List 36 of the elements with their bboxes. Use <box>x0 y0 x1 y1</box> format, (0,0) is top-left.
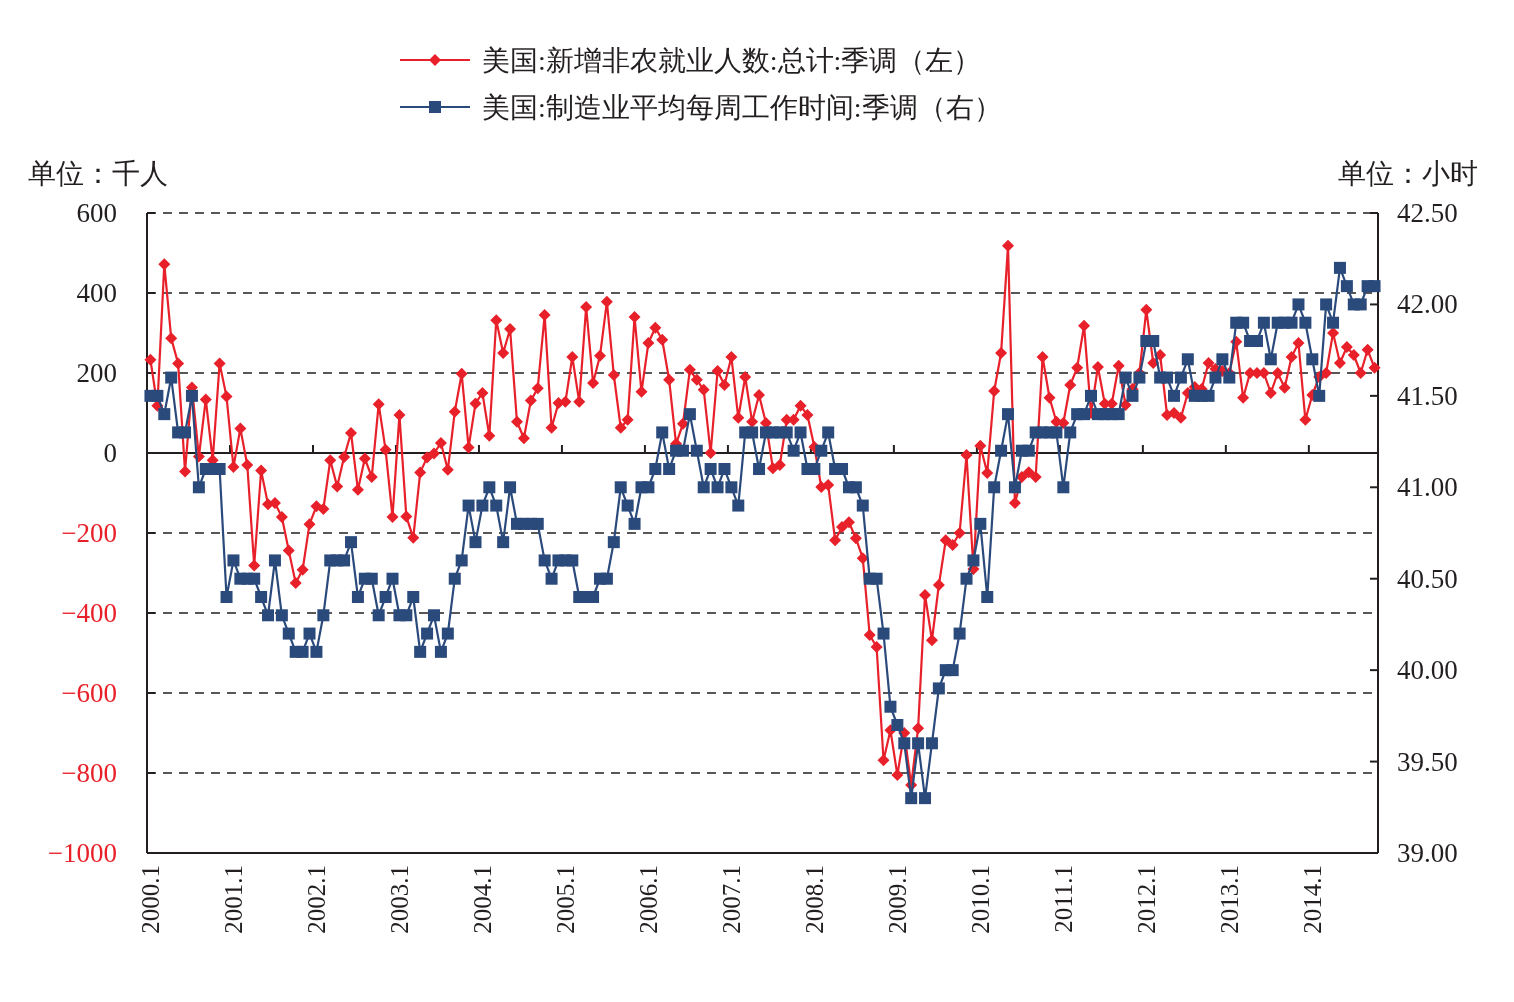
x-tick-label: 2012.1 <box>1132 865 1160 934</box>
y2-tick-label: 40.50 <box>1397 563 1458 594</box>
x-tick-label: 2006.1 <box>634 865 662 934</box>
y-axis-title: 单位：千人 <box>28 158 168 189</box>
y-tick-label: −1000 <box>47 838 117 868</box>
legend-label: 美国:制造业平均每周工作时间:季调（右） <box>482 91 1002 123</box>
y-tick-label: 200 <box>76 358 117 388</box>
x-tick-label: 2004.1 <box>468 865 496 934</box>
y2-tick-label: 42.50 <box>1397 198 1458 228</box>
x-tick-label: 2007.1 <box>717 865 745 934</box>
y2-tick-label: 41.50 <box>1397 380 1458 411</box>
x-tick-label: 2011.1 <box>1049 865 1077 933</box>
y2-tick-label: 41.00 <box>1397 472 1458 503</box>
y-tick-label: −400 <box>61 598 117 628</box>
x-tick-label: 2013.1 <box>1215 865 1243 934</box>
x-tick-label: 2005.1 <box>551 865 579 934</box>
x-tick-label: 2003.1 <box>385 865 413 934</box>
y2-tick-label: 39.50 <box>1397 746 1458 777</box>
y-tick-label: 400 <box>76 278 117 308</box>
x-tick-label: 2009.1 <box>883 865 911 934</box>
y2-tick-label: 42.00 <box>1397 289 1458 320</box>
y-tick-label: 0 <box>103 438 117 468</box>
y2-tick-label: 40.00 <box>1397 655 1458 686</box>
y2-axis-title: 单位：小时 <box>1338 158 1478 189</box>
y-tick-label: −600 <box>61 678 117 708</box>
y2-tick-label: 39.00 <box>1397 838 1458 868</box>
y-tick-label: −200 <box>61 518 117 548</box>
x-tick-label: 2010.1 <box>966 865 994 934</box>
y-tick-label: −800 <box>61 758 117 788</box>
legend-label: 美国:新增非农就业人数:总计:季调（左） <box>482 44 982 76</box>
x-tick-label: 2001.1 <box>219 865 247 934</box>
x-tick-label: 2008.1 <box>800 865 828 934</box>
y-tick-label: 600 <box>76 198 117 228</box>
x-tick-label: 2000.1 <box>136 865 164 934</box>
x-tick-label: 2002.1 <box>302 865 330 934</box>
x-tick-label: 2014.1 <box>1298 865 1326 934</box>
